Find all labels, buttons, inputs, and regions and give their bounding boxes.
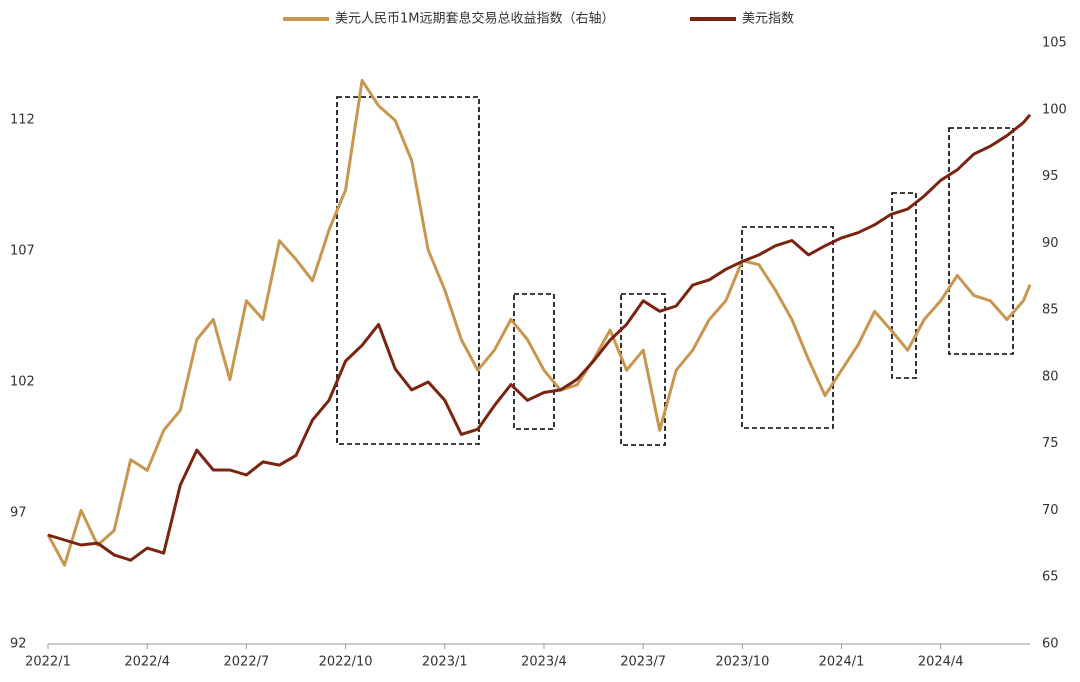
x-tick-label: 2024/1: [819, 655, 865, 670]
x-tick-label: 2023/1: [422, 655, 468, 670]
x-tick-label: 2022/1: [25, 655, 71, 670]
x-tick-label: 2022/7: [224, 655, 270, 670]
y-tick-label: 107: [10, 244, 35, 259]
x-tick-label: 2022/10: [319, 655, 373, 670]
y2-tick-label: 60: [1042, 637, 1059, 652]
series-line: [47, 113, 1032, 562]
y2-tick-label: 100: [1042, 102, 1067, 117]
y2-tick-label: 105: [1042, 36, 1067, 51]
x-tick-label: 2024/4: [918, 655, 964, 670]
highlight-box: [948, 127, 1014, 355]
highlight-box: [620, 293, 666, 446]
y2-tick-label: 85: [1042, 303, 1059, 318]
highlight-box: [891, 192, 917, 379]
y-tick-label: 92: [10, 637, 27, 652]
y-tick-label: 112: [10, 113, 35, 128]
y2-tick-label: 65: [1042, 570, 1059, 585]
highlight-box: [336, 96, 480, 445]
y-tick-label: 102: [10, 375, 35, 390]
highlight-boxes: [336, 96, 1014, 446]
highlight-box: [741, 226, 834, 429]
y2-tick-label: 90: [1042, 236, 1059, 251]
y-tick-label: 97: [10, 506, 27, 521]
y2-tick-label: 70: [1042, 503, 1059, 518]
y2-tick-label: 75: [1042, 436, 1059, 451]
legend-label: 美元人民币1M远期套息交易总收益指数（右轴）: [335, 11, 615, 27]
x-tick-label: 2023/4: [521, 655, 567, 670]
x-tick-label: 2023/7: [620, 655, 666, 670]
x-tick-label: 2022/4: [124, 655, 170, 670]
y2-tick-label: 95: [1042, 169, 1059, 184]
series-line: [46, 78, 1032, 567]
y2-tick-label: 80: [1042, 369, 1059, 384]
legend-label: 美元指数: [742, 12, 794, 27]
highlight-box: [513, 293, 555, 430]
x-tick-label: 2023/10: [715, 655, 769, 670]
